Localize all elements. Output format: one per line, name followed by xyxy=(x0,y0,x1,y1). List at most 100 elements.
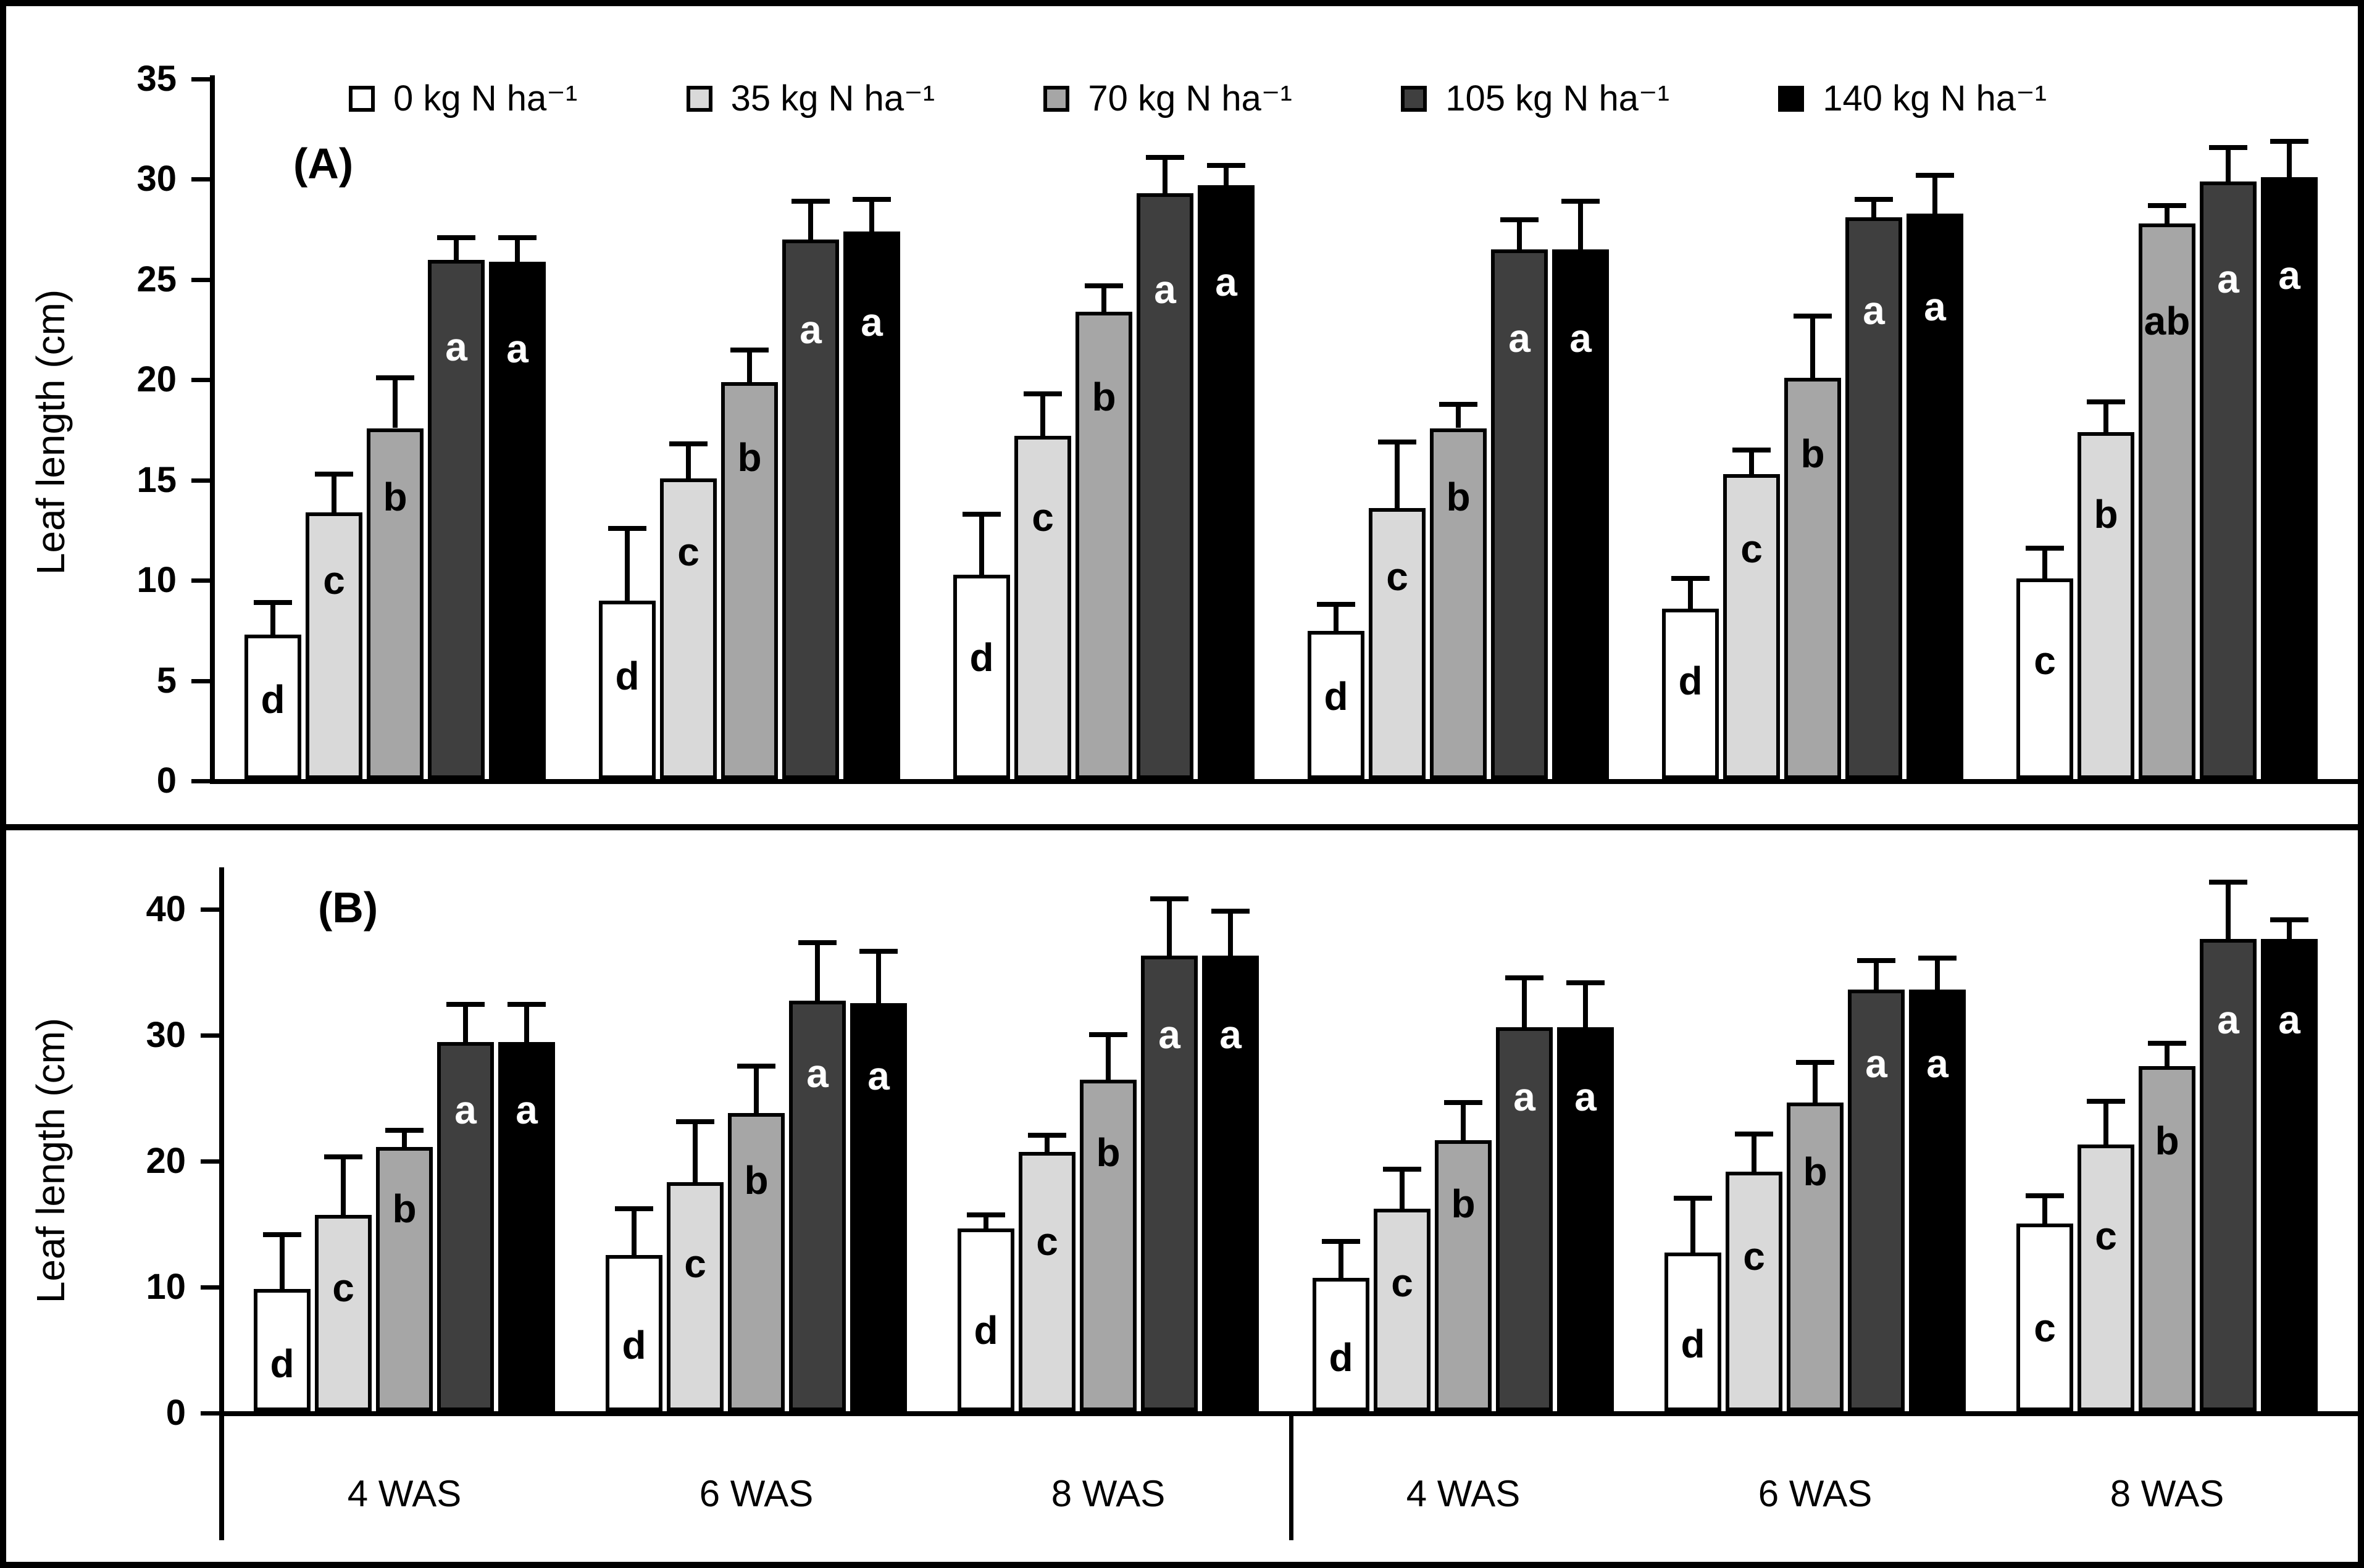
bar-significance-letter: a xyxy=(800,307,822,352)
bar xyxy=(843,231,900,779)
y-axis-tick-label: 0 xyxy=(165,1393,186,1433)
bar xyxy=(1430,428,1487,779)
error-bar-cap xyxy=(1732,448,1771,453)
bar xyxy=(958,1228,1014,1411)
y-axis-tick xyxy=(201,907,219,912)
bar-significance-letter: c xyxy=(1036,1219,1058,1264)
bar-significance-letter: d xyxy=(261,677,285,722)
error-bar-stem xyxy=(2103,402,2108,432)
error-bar-stem xyxy=(1040,394,1045,436)
error-bar-cap xyxy=(967,1212,1005,1217)
y-axis-tick xyxy=(191,779,210,783)
bar xyxy=(1907,213,1963,779)
error-bar-stem xyxy=(1400,1169,1405,1209)
error-bar-cap xyxy=(737,1064,775,1069)
error-bar-stem xyxy=(1690,1198,1695,1253)
legend-item: 35 kg N ha⁻¹ xyxy=(686,81,935,117)
bar-significance-letter: c xyxy=(1386,554,1408,599)
error-bar-cap xyxy=(1566,980,1605,986)
error-bar-stem xyxy=(979,514,984,575)
bar-significance-letter: b xyxy=(1803,1149,1827,1195)
error-bar-stem xyxy=(402,1130,407,1147)
bar-significance-letter: c xyxy=(2034,1305,2056,1350)
error-bar-stem xyxy=(808,201,813,240)
bar-significance-letter: a xyxy=(1219,1012,1242,1057)
error-bar-stem xyxy=(1167,898,1172,956)
bar xyxy=(599,600,656,779)
error-bar-stem xyxy=(1688,578,1693,609)
y-axis-tick-label: 0 xyxy=(156,761,177,801)
bar-significance-letter: b xyxy=(744,1157,769,1203)
bar-significance-letter: a xyxy=(1508,315,1531,361)
error-bar-stem xyxy=(2226,147,2231,181)
bar xyxy=(1664,1252,1721,1411)
error-bar-stem xyxy=(1813,1062,1818,1103)
error-bar-cap xyxy=(730,347,769,352)
bar-significance-letter: d xyxy=(622,1322,646,1367)
error-bar-cap xyxy=(1671,576,1710,582)
y-axis-tick-label: 20 xyxy=(136,359,177,400)
error-bar-cap xyxy=(1150,896,1188,901)
legend-marker-swatch xyxy=(686,86,712,112)
bar xyxy=(1784,378,1841,779)
error-bar-stem xyxy=(1810,315,1815,378)
legend-label: 140 kg N ha⁻¹ xyxy=(1823,78,2047,119)
error-bar-cap xyxy=(507,1002,546,1007)
bar xyxy=(606,1255,662,1411)
error-bar-stem xyxy=(1749,450,1754,475)
error-bar-cap xyxy=(2087,1099,2125,1104)
error-bar-stem xyxy=(1456,404,1461,428)
error-bar-cap xyxy=(2148,1041,2186,1046)
bar xyxy=(1369,508,1426,779)
error-bar-stem xyxy=(524,1004,529,1043)
bar xyxy=(1308,630,1364,779)
error-bar-cap xyxy=(324,1154,362,1159)
error-bar-cap xyxy=(1735,1132,1773,1137)
bar-significance-letter: b xyxy=(1451,1181,1476,1226)
y-axis-tick xyxy=(191,77,210,81)
error-bar-cap xyxy=(1500,217,1539,222)
error-bar-cap xyxy=(1439,401,1477,407)
error-bar-stem xyxy=(1101,285,1106,312)
bar-significance-letter: d xyxy=(974,1308,998,1353)
legend-item: 105 kg N ha⁻¹ xyxy=(1401,81,1669,117)
legend-marker-swatch xyxy=(349,86,375,112)
error-bar-stem xyxy=(463,1004,468,1043)
error-bar-stem xyxy=(2165,205,2170,224)
error-bar-cap xyxy=(1444,1100,1482,1106)
bar-significance-letter: a xyxy=(1158,1012,1180,1057)
bar-significance-letter: d xyxy=(270,1341,294,1387)
error-bar-stem xyxy=(1578,201,1583,250)
error-bar-stem xyxy=(2042,548,2047,579)
error-bar-cap xyxy=(1794,313,1832,319)
error-bar-cap xyxy=(385,1128,424,1133)
error-bar-cap xyxy=(446,1002,485,1007)
error-bar-cap xyxy=(676,1119,714,1124)
error-bar-cap xyxy=(853,197,891,202)
error-bar-cap xyxy=(2148,202,2186,208)
bar xyxy=(1909,989,1966,1411)
bar-significance-letter: d xyxy=(615,653,640,698)
bar-significance-letter: b xyxy=(1446,475,1471,520)
x-axis-category-label: 4 WAS xyxy=(1406,1473,1521,1514)
bar xyxy=(2139,1066,2195,1411)
bar-significance-letter: ab xyxy=(2144,299,2191,344)
error-bar-stem xyxy=(984,1214,988,1229)
bar xyxy=(489,261,546,779)
error-bar-cap xyxy=(798,940,837,946)
error-bar-cap xyxy=(315,472,353,477)
error-bar-stem xyxy=(632,1208,637,1256)
error-bar-cap xyxy=(2270,138,2308,144)
error-bar-stem xyxy=(1045,1135,1050,1152)
bar xyxy=(1557,1027,1614,1411)
bar xyxy=(1435,1140,1492,1411)
x-axis-category-label: 6 WAS xyxy=(699,1473,814,1514)
x-axis-line xyxy=(219,1411,2358,1416)
legend-marker-swatch xyxy=(1401,86,1427,112)
x-axis-line xyxy=(210,779,2358,784)
bar-significance-letter: c xyxy=(332,1265,354,1310)
bar-significance-letter: a xyxy=(1215,260,1237,305)
bar xyxy=(1080,1080,1137,1411)
bar xyxy=(428,259,485,779)
bar-significance-letter: a xyxy=(1865,1041,1887,1086)
